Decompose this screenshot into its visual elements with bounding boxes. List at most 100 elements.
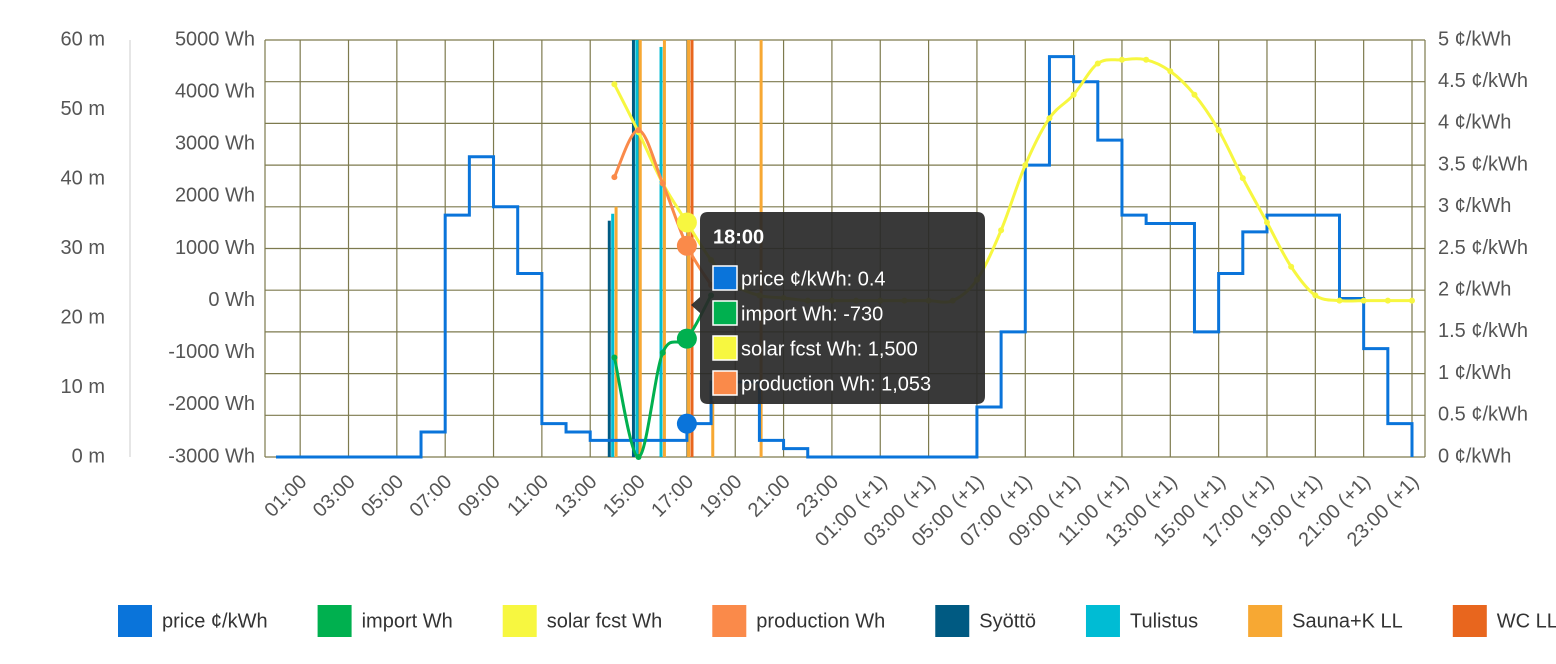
legend-swatch (118, 605, 152, 637)
legend-label: production Wh (756, 610, 885, 632)
legend-label: WC LL (1497, 610, 1556, 632)
legend-label: solar fcst Wh (547, 610, 663, 632)
series-line (613, 128, 713, 286)
point (1215, 127, 1222, 134)
x-tick-label: 07:00 (406, 471, 457, 522)
tooltip-swatch (712, 335, 738, 361)
tooltip-swatch (712, 265, 738, 291)
y2-tick-label: 2 ¢/kWh (1438, 278, 1511, 300)
point (1312, 292, 1319, 299)
x-tick-label: 09:00 (454, 471, 505, 522)
point (1360, 297, 1367, 304)
x-tick-label: 05:00 (357, 471, 408, 522)
y3-tick-label: 50 m (61, 98, 105, 120)
point (659, 349, 666, 356)
point (1046, 115, 1053, 122)
point (611, 174, 618, 181)
point (1143, 56, 1150, 63)
y2-tick-label: 3.5 ¢/kWh (1438, 153, 1528, 175)
hover-point (676, 235, 697, 256)
y-tick-label: 3000 Wh (175, 133, 255, 155)
legend-label: Syöttö (979, 610, 1036, 632)
bar (614, 206, 618, 457)
bar (631, 40, 635, 457)
x-tick-label: 13:00 (551, 471, 602, 522)
price-line (276, 55, 1414, 459)
y3-tick-label: 60 m (61, 28, 105, 50)
tooltip-item: import Wh: -730 (741, 303, 883, 325)
x-tick-label: 15:00 (599, 471, 650, 522)
point (1288, 263, 1295, 270)
y3-tick-label: 40 m (61, 167, 105, 189)
bar (635, 40, 639, 457)
y2-tick-label: 5 ¢/kWh (1438, 28, 1511, 50)
tooltip-swatch (712, 370, 738, 396)
point (1409, 297, 1415, 304)
y2-tick-label: 2.5 ¢/kWh (1438, 237, 1528, 259)
point (635, 454, 642, 460)
point (635, 127, 642, 134)
x-tick-label: 11:00 (503, 471, 553, 521)
point (1239, 175, 1246, 182)
legend-label: price ¢/kWh (162, 610, 268, 632)
hover-point (676, 328, 697, 349)
point (1022, 162, 1029, 169)
tooltip-box (691, 212, 985, 404)
x-tick-label: 01:00 (260, 471, 311, 522)
point (998, 227, 1005, 234)
point (1263, 219, 1270, 226)
legend-swatch (1248, 605, 1283, 637)
legend-swatch (935, 605, 970, 637)
y2-tick-label: 0.5 ¢/kWh (1438, 404, 1528, 426)
y2-tick-label: 1.5 ¢/kWh (1438, 320, 1528, 342)
y2-tick-label: 0 ¢/kWh (1438, 445, 1511, 467)
point (1167, 68, 1174, 75)
hover-point (676, 212, 697, 233)
y-tick-label: 1000 Wh (175, 237, 255, 259)
tooltip-item: price ¢/kWh: 0.4 (741, 268, 886, 290)
bar (662, 40, 666, 457)
legend-swatch (502, 605, 537, 637)
point (1384, 297, 1391, 304)
tooltip-title: 18:00 (713, 226, 764, 248)
legend-label: import Wh (362, 610, 453, 632)
y-tick-label: 0 Wh (208, 289, 255, 311)
point (611, 81, 618, 88)
y-tick-label: 4000 Wh (175, 80, 255, 102)
bar (611, 213, 615, 457)
bar (607, 220, 611, 457)
hover-point (676, 413, 697, 434)
y3-tick-label: 0 m (72, 445, 105, 467)
legend-label: Sauna+K LL (1292, 610, 1403, 632)
y2-tick-label: 4.5 ¢/kWh (1438, 70, 1528, 92)
point (1336, 297, 1343, 304)
y3-tick-label: 10 m (61, 376, 105, 398)
y-tick-label: 5000 Wh (175, 28, 255, 50)
x-tick-label: 03:00 (309, 471, 360, 522)
point (1191, 91, 1198, 98)
x-tick-label: 21:00 (744, 471, 795, 522)
legend-swatch (1452, 605, 1487, 637)
bar (711, 401, 715, 457)
y2-tick-label: 4 ¢/kWh (1438, 112, 1511, 134)
legend-swatch (317, 605, 352, 637)
x-tick-label: 19:00 (696, 471, 747, 522)
x-tick-label: 17:00 (647, 471, 698, 522)
bar (638, 40, 642, 457)
tooltip: 18:00 price ¢/kWh: 0.4 import Wh: -730 sola… (691, 212, 985, 404)
tooltip-item: solar fcst Wh: 1,500 (741, 338, 918, 360)
y3-tick-label: 20 m (61, 306, 105, 328)
series-line (612, 294, 713, 459)
legend-label: Tulistus (1130, 610, 1198, 632)
point (659, 180, 666, 187)
point (1094, 60, 1101, 67)
point (1118, 56, 1125, 63)
y3-tick-label: 30 m (61, 237, 105, 259)
point (611, 354, 618, 361)
tooltip-swatch (712, 300, 738, 326)
legend-swatch (1085, 605, 1120, 637)
y2-tick-label: 1 ¢/kWh (1438, 362, 1511, 384)
y-tick-label: 2000 Wh (175, 185, 255, 207)
y-tick-label: -3000 Wh (168, 445, 255, 467)
